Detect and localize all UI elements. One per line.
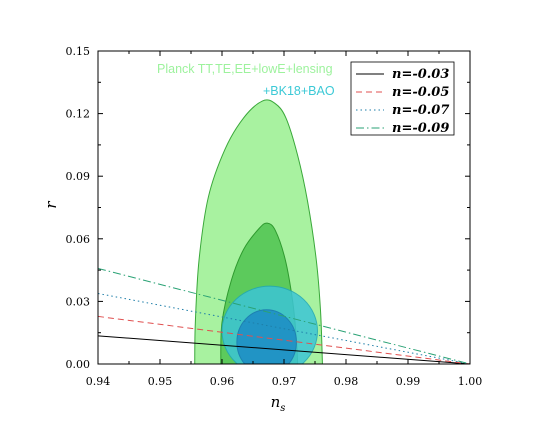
x-tick-label: 0.94 <box>86 375 111 388</box>
legend-label: n=-0.05 <box>392 85 449 100</box>
legend-label: n=-0.07 <box>392 103 449 118</box>
x-tick-label: 0.97 <box>272 375 297 388</box>
legend-label: n=-0.03 <box>392 67 449 82</box>
x-tick-label: 0.95 <box>148 375 173 388</box>
x-axis-label: ns <box>271 393 286 414</box>
y-tick-label: 0.09 <box>66 170 91 183</box>
x-tick-label: 1.00 <box>458 375 483 388</box>
y-tick-label: 0.03 <box>66 295 91 308</box>
series-line-2 <box>98 292 470 364</box>
legend-label: n=-0.09 <box>392 121 449 136</box>
y-tick-label: 0.06 <box>66 233 91 246</box>
x-tick-label: 0.99 <box>396 375 421 388</box>
series-line-1 <box>98 315 470 364</box>
legend: n=-0.03 n=-0.05 n=-0.07 n=-0.09 <box>350 61 455 136</box>
y-tick-label: 0.12 <box>66 108 91 121</box>
x-tick-label: 0.96 <box>210 375 235 388</box>
series-line-3 <box>98 267 470 364</box>
contour-layer <box>194 99 323 364</box>
x-tick-label: 0.98 <box>334 375 359 388</box>
y-axis-label: r <box>42 201 60 209</box>
y-tick-label: 0.00 <box>66 358 91 371</box>
axis-ticks: 0.94 0.95 0.96 0.97 0.98 0.99 1.00 0.00 0.03 0.06… <box>66 45 483 388</box>
contour-region-3 <box>236 309 297 364</box>
annotation-planck: Planck TT,TE,EE+lowE+lensing <box>157 62 333 76</box>
y-tick-label: 0.15 <box>66 45 91 58</box>
annotation-bk18-bao: +BK18+BAO <box>263 84 335 98</box>
